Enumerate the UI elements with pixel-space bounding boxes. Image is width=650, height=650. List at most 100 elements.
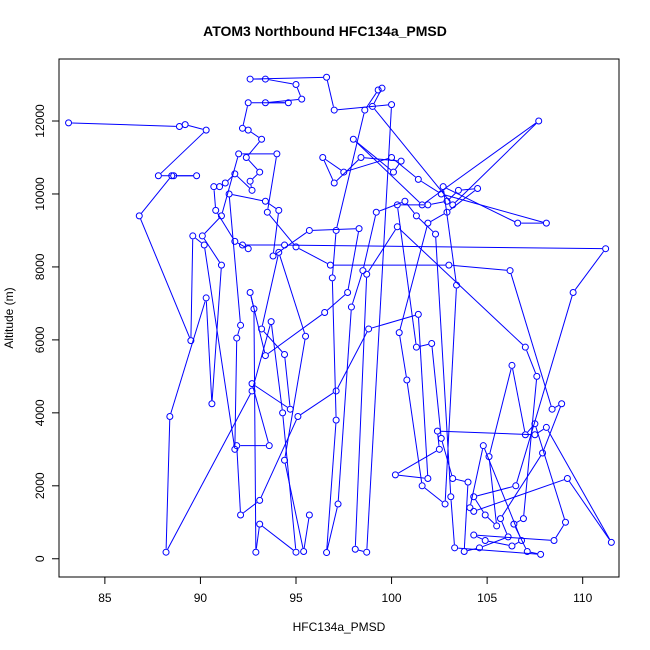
series-segment — [516, 519, 521, 523]
y-tick-label: 12000 — [33, 104, 47, 138]
series-segment — [217, 213, 234, 239]
series-segment — [211, 268, 222, 401]
series-segment — [323, 160, 334, 181]
data-point — [508, 542, 516, 550]
data-point — [504, 533, 512, 541]
data-point — [281, 241, 289, 249]
data-point — [170, 172, 178, 180]
data-point — [432, 230, 440, 238]
data-point — [470, 531, 478, 539]
series-segment — [236, 449, 241, 512]
data-point — [237, 511, 245, 519]
data-point — [261, 352, 269, 360]
series-segment — [250, 131, 259, 138]
series-segment — [397, 208, 417, 344]
data-point — [537, 550, 545, 558]
series-segment — [346, 158, 389, 172]
series-segment — [326, 294, 346, 311]
series-segment — [141, 178, 170, 214]
series-segment — [431, 346, 442, 435]
data-point — [359, 267, 367, 275]
data-point — [281, 350, 289, 358]
data-point — [135, 212, 143, 220]
series-segment — [477, 486, 513, 497]
series-segment — [527, 426, 533, 433]
data-point — [449, 475, 457, 483]
data-point — [395, 329, 403, 337]
data-point — [391, 471, 399, 479]
series-segment — [487, 517, 495, 524]
series-segment — [273, 213, 279, 253]
data-point — [292, 548, 300, 556]
data-point — [162, 548, 170, 556]
data-point — [269, 252, 277, 260]
series-segment — [406, 383, 423, 483]
series-segment — [167, 393, 251, 550]
data-point — [357, 153, 365, 161]
data-point — [512, 482, 520, 490]
series-segment — [488, 540, 509, 546]
series-layer — [65, 73, 615, 558]
data-point — [168, 172, 176, 180]
data-point — [548, 405, 556, 413]
data-point — [332, 416, 340, 424]
data-point — [65, 119, 73, 127]
series-segment — [188, 125, 203, 130]
data-point — [332, 387, 340, 395]
data-point — [231, 445, 239, 453]
series-segment — [537, 428, 544, 434]
data-point — [470, 507, 478, 515]
series-segment — [253, 76, 324, 80]
data-point — [181, 121, 189, 129]
data-point — [485, 453, 493, 461]
y-tick-label: 6000 — [33, 326, 47, 353]
series-segment — [470, 448, 484, 505]
data-point — [258, 325, 266, 333]
series-segment — [195, 237, 202, 244]
series-segment — [512, 368, 526, 432]
series-segment — [284, 463, 304, 549]
data-point — [497, 515, 505, 523]
series-segment — [326, 423, 337, 550]
data-point — [475, 544, 483, 552]
y-tick-label: 10000 — [33, 177, 47, 211]
x-tick-label: 110 — [573, 591, 592, 605]
series-segment — [255, 527, 260, 549]
data-point — [439, 183, 447, 191]
series-segment — [237, 328, 241, 335]
data-point — [154, 172, 162, 180]
data-point — [433, 427, 441, 435]
data-point — [508, 361, 516, 369]
data-point — [244, 245, 252, 253]
series-segment — [366, 92, 377, 108]
data-point — [198, 232, 206, 240]
series-segment — [268, 79, 293, 85]
data-point — [200, 241, 208, 249]
series-segment — [449, 192, 457, 200]
series-segment — [488, 460, 497, 523]
data-point — [447, 493, 455, 501]
series-segment — [366, 108, 392, 549]
series-segment — [332, 233, 337, 275]
series-segment — [262, 525, 294, 551]
series-segment — [254, 385, 288, 408]
data-point — [187, 337, 195, 345]
data-point — [388, 101, 396, 109]
data-point — [569, 288, 577, 296]
data-point — [221, 179, 229, 187]
data-point — [388, 153, 396, 161]
data-point — [514, 219, 522, 227]
data-point — [252, 548, 260, 556]
series-segment — [248, 141, 260, 156]
data-point — [330, 106, 338, 114]
data-point — [563, 475, 571, 483]
data-point — [275, 248, 283, 256]
data-point — [284, 99, 292, 107]
data-point — [542, 219, 550, 227]
data-point — [305, 226, 313, 234]
data-point — [302, 332, 310, 340]
x-tick-label: 85 — [98, 591, 112, 605]
x-tick-label: 105 — [477, 591, 497, 605]
series-segment — [424, 487, 443, 503]
